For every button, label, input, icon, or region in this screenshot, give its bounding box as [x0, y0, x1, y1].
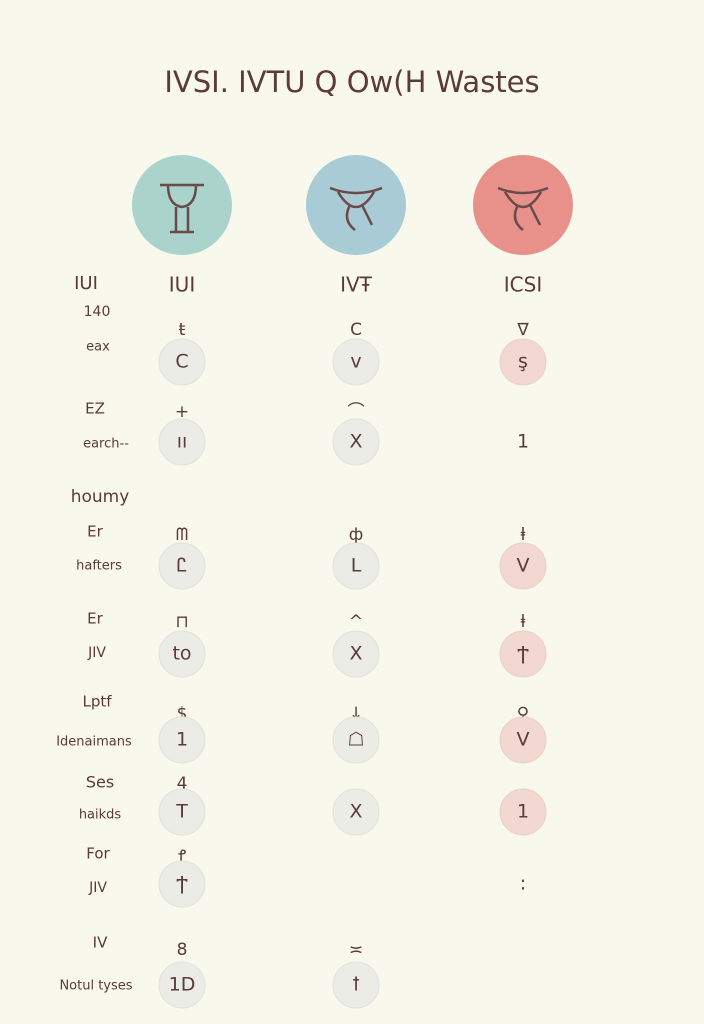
cell-circle — [158, 630, 206, 678]
cell-symbol: ⱡ — [521, 612, 526, 632]
cell-symbol: ≍ — [349, 940, 363, 960]
cell-circle — [158, 542, 206, 590]
cell-circle — [332, 716, 380, 764]
cell-circle — [332, 338, 380, 386]
cell-circle — [158, 860, 206, 908]
cell-circle — [158, 716, 206, 764]
icon-ivf — [306, 155, 406, 255]
cell-circle — [158, 418, 206, 466]
cell-mark: v — [350, 351, 361, 373]
cell-symbol: ⌒ — [348, 402, 365, 422]
column-header: ICSI — [504, 273, 542, 297]
cell-mark: X — [349, 643, 362, 665]
cell-mark: ꝉ — [352, 974, 360, 996]
cell-mark: V — [517, 729, 530, 751]
cell-symbol: ꝭ — [177, 847, 186, 867]
row-label: eax — [86, 340, 110, 355]
cell-symbol: ᗰ — [176, 525, 188, 545]
cell-symbol: ⱡ — [521, 525, 526, 545]
cell-symbol: 4 — [177, 774, 188, 794]
row-label: For — [86, 845, 110, 863]
cell-mark: : — [520, 873, 526, 895]
row-label: JIV — [87, 645, 106, 661]
row-label: Idenaimans — [56, 735, 132, 750]
cell-symbol: C — [350, 320, 362, 340]
cell-symbol: ф — [349, 525, 364, 545]
cell-mark: 1 — [517, 801, 529, 823]
cell-circle — [158, 961, 206, 1009]
cell-mark: ıı — [177, 431, 188, 453]
cell-symbol: ŧ — [179, 320, 186, 340]
row-label: earch-- — [83, 437, 129, 452]
row-label: JIV — [88, 880, 107, 896]
cell-mark: 1 — [176, 729, 188, 751]
row-label: haikds — [79, 808, 122, 823]
row-label: Er — [87, 610, 103, 628]
column-header: IVŦ — [340, 273, 373, 297]
icon-iui — [132, 155, 232, 255]
row-label: Ses — [86, 773, 114, 792]
cell-circle — [332, 630, 380, 678]
cell-symbol: ⊓ — [175, 612, 188, 632]
cell-circle — [332, 418, 380, 466]
cell-mark: Ꮭ — [177, 555, 188, 577]
cell-mark: 1D — [169, 974, 196, 996]
cell-mark: T — [175, 801, 188, 823]
cell-mark: Ϯ — [176, 873, 188, 895]
title: IVSI. IVTU Q Ow(H Wastes — [164, 65, 539, 99]
cell-circle — [332, 788, 380, 836]
cell-mark: ş — [518, 351, 528, 373]
cell-symbol: ^ — [349, 612, 363, 632]
cell-mark: to — [172, 643, 191, 665]
column-header: IUI — [169, 273, 195, 297]
cell-mark: V — [517, 555, 530, 577]
cell-mark: X — [349, 431, 362, 453]
row-label: IUI — [74, 273, 98, 294]
cell-circle — [499, 716, 547, 764]
row-label: Notul tyses — [59, 979, 132, 994]
row-label: hafters — [76, 559, 122, 574]
cell-mark: ☖ — [347, 729, 364, 751]
cell-circle — [499, 338, 547, 386]
row-label: IV — [93, 934, 108, 952]
cell-symbol: + — [175, 402, 189, 422]
cell-mark: L — [351, 555, 362, 577]
row-label: Lptf — [82, 693, 112, 711]
cell-mark: C — [175, 351, 188, 373]
row-label: 140 — [84, 304, 111, 320]
cell-circle — [499, 542, 547, 590]
cell-mark: Ϯ — [517, 643, 529, 665]
row-label: houmy — [71, 487, 130, 507]
cell-circle — [158, 338, 206, 386]
icon-icsi — [473, 155, 573, 255]
cell-symbol: $ — [177, 704, 188, 724]
cell-circle — [499, 630, 547, 678]
row-label: Er — [87, 523, 103, 541]
cell-mark: 1 — [517, 431, 529, 453]
cell-symbol: ∇ — [516, 320, 529, 340]
cell-circle — [499, 788, 547, 836]
cell-mark: X — [349, 801, 362, 823]
cell-circle — [158, 788, 206, 836]
cell-circle — [332, 961, 380, 1009]
cell-circle — [332, 542, 380, 590]
cell-symbol: 8 — [177, 940, 188, 960]
row-label: EZ — [85, 400, 105, 418]
